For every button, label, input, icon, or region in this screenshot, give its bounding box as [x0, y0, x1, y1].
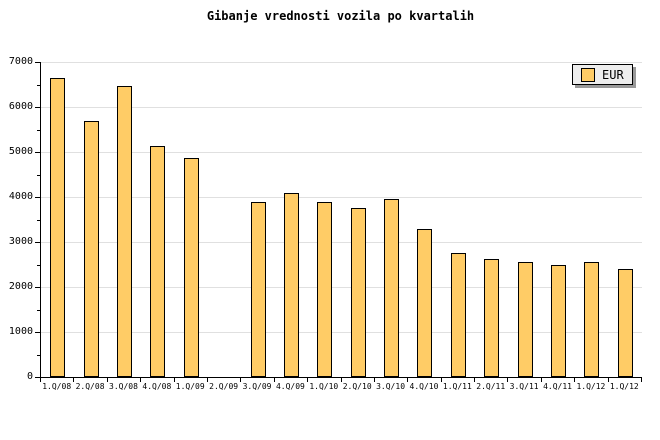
x-tick	[106, 378, 108, 382]
x-tick-label: 4.Q/09	[275, 382, 305, 391]
gridline	[41, 62, 642, 63]
y-minor-tick	[37, 174, 40, 176]
y-tick-label: 1000	[8, 326, 33, 337]
bar-2.Q/10	[350, 207, 366, 377]
bar-1.Q/10	[317, 201, 333, 377]
y-tick-label: 0	[26, 371, 33, 382]
y-minor-tick	[37, 84, 40, 86]
bar-1.Q/09	[183, 158, 199, 377]
x-tick	[540, 378, 542, 382]
y-minor-tick	[37, 354, 40, 356]
gridline	[41, 107, 642, 108]
y-tick-label: 7000	[8, 56, 33, 67]
x-tick-label: 2.Q/08	[75, 382, 105, 391]
gridline	[41, 287, 642, 288]
x-tick	[407, 378, 409, 382]
legend-swatch-icon	[581, 67, 595, 82]
x-tick-label: 3.Q/09	[242, 382, 272, 391]
x-tick-label: 4.Q/08	[142, 382, 172, 391]
x-tick-label: 2.Q/09	[209, 382, 239, 391]
x-tick-label: 3.Q/10	[376, 382, 406, 391]
bar-3.Q/11	[517, 262, 533, 377]
y-tick-label: 2000	[8, 281, 33, 292]
bar-1.Q/12	[617, 268, 633, 377]
bar-2.Q/11	[484, 259, 500, 377]
bar-3.Q/09	[250, 201, 266, 377]
y-major-tick	[35, 287, 40, 288]
plot-area	[40, 62, 642, 378]
gridline	[41, 332, 642, 333]
y-tick-label: 6000	[8, 101, 33, 112]
x-tick	[641, 378, 642, 382]
gridline	[41, 197, 642, 198]
x-tick	[140, 378, 142, 382]
y-tick-label: 3000	[8, 236, 33, 247]
x-tick	[373, 378, 375, 382]
x-tick	[173, 378, 175, 382]
bar-3.Q/08	[116, 86, 132, 377]
x-tick-label: 4.Q/11	[543, 382, 572, 391]
y-tick-label: 4000	[8, 191, 33, 202]
y-major-tick	[35, 152, 40, 153]
bar-3.Q/10	[384, 198, 400, 377]
bar-2.Q/08	[83, 121, 99, 377]
bar-1.Q/08	[50, 77, 66, 377]
bar-4.Q/09	[283, 192, 299, 377]
x-tick-label: 4.Q/10	[409, 382, 439, 391]
y-major-tick	[35, 197, 40, 198]
x-tick	[40, 378, 41, 382]
x-tick	[474, 378, 476, 382]
x-tick-label: 1.Q/11	[442, 382, 472, 391]
x-tick	[73, 378, 75, 382]
x-tick-label: 1.Q/12	[609, 382, 639, 391]
y-major-tick	[35, 242, 40, 243]
x-tick	[273, 378, 275, 382]
x-tick	[607, 378, 609, 382]
y-minor-tick	[37, 129, 40, 131]
x-tick	[240, 378, 242, 382]
bar-4.Q/10	[417, 228, 433, 377]
x-tick-label: 1.Q/10	[309, 382, 339, 391]
x-tick	[574, 378, 576, 382]
bar-1.Q/11	[450, 253, 466, 377]
x-tick	[340, 378, 342, 382]
x-tick	[507, 378, 509, 382]
legend-label: EUR	[602, 67, 624, 82]
x-tick	[307, 378, 309, 382]
x-tick	[206, 378, 208, 382]
x-tick-label: 3.Q/11	[509, 382, 539, 391]
y-minor-tick	[37, 264, 40, 266]
y-major-tick	[35, 332, 40, 333]
x-tick-label: 1.Q/09	[175, 382, 205, 391]
x-tick-label: 1.Q/12	[576, 382, 606, 391]
gridline	[41, 152, 642, 153]
bar-4.Q/08	[150, 145, 166, 377]
y-major-tick	[35, 62, 40, 63]
chart-title: Gibanje vrednosti vozila po kvartalih	[206, 9, 475, 23]
y-minor-tick	[37, 309, 40, 311]
bar-4.Q/11	[551, 264, 567, 377]
y-major-tick	[35, 377, 40, 378]
x-tick-label: 2.Q/10	[342, 382, 372, 391]
y-tick-label: 5000	[8, 146, 33, 157]
y-minor-tick	[37, 219, 40, 221]
bar-1.Q/12	[584, 261, 600, 377]
gridline	[41, 242, 642, 243]
y-major-tick	[35, 107, 40, 108]
x-tick-label: 2.Q/11	[476, 382, 506, 391]
legend: EUR	[572, 64, 633, 85]
x-tick-label: 1.Q/08	[42, 382, 72, 391]
x-tick	[440, 378, 442, 382]
x-tick-label: 3.Q/08	[109, 382, 138, 391]
